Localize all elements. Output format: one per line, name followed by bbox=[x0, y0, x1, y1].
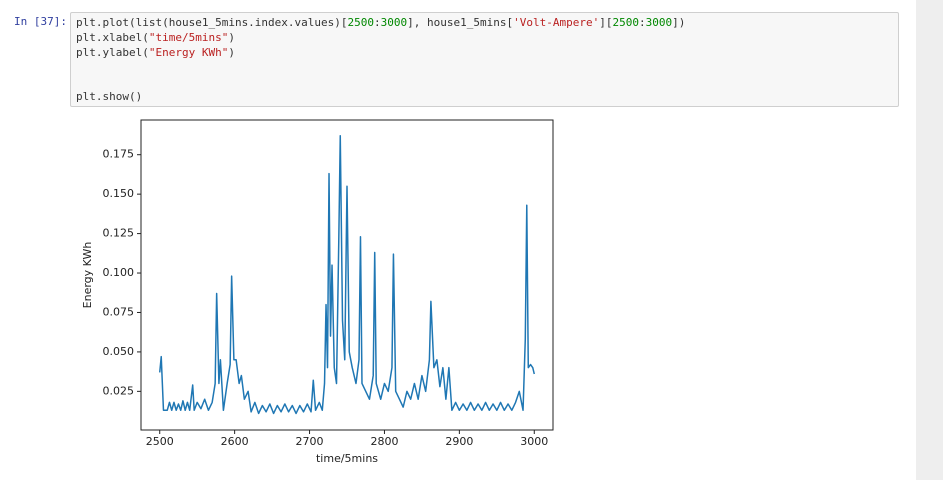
code-line: plt.plot(list(house1_5mins.index.values)… bbox=[76, 16, 685, 29]
data-line bbox=[158, 135, 535, 415]
code-token: plt.xlabel( bbox=[76, 31, 149, 44]
axes-frame bbox=[140, 119, 554, 431]
y-tick-label: 0.025 bbox=[103, 384, 135, 397]
code-token: "time/5mins" bbox=[148, 31, 229, 44]
y-tick-label: 0.175 bbox=[103, 148, 135, 161]
code-token: "Energy KWh" bbox=[148, 46, 229, 59]
input-prompt: In [37]: bbox=[14, 15, 67, 28]
y-tick-label: 0.125 bbox=[103, 227, 135, 240]
code-token: 3000 bbox=[380, 16, 408, 29]
code-token: 2500 bbox=[347, 16, 375, 29]
code-token: ) bbox=[228, 46, 235, 59]
x-tick-label: 2800 bbox=[370, 435, 398, 448]
code-token: ], house1_5mins[ bbox=[407, 16, 514, 29]
code-line: plt.xlabel("time/5mins") bbox=[76, 31, 235, 44]
code-token: plt.plot(list(house1_5mins.index.values)… bbox=[76, 16, 348, 29]
code-token: ]) bbox=[672, 16, 686, 29]
x-axis-label: time/5mins bbox=[316, 452, 378, 465]
x-tick-label: 3000 bbox=[520, 435, 548, 448]
code-token: ) bbox=[228, 31, 235, 44]
x-tick-label: 2600 bbox=[221, 435, 249, 448]
y-axis-label: Energy KWh bbox=[81, 242, 94, 309]
y-tick-label: 0.100 bbox=[103, 266, 135, 279]
scrollbar[interactable] bbox=[916, 0, 943, 480]
x-tick-label: 2700 bbox=[296, 435, 324, 448]
y-tick-label: 0.050 bbox=[103, 345, 135, 358]
x-tick-label: 2900 bbox=[445, 435, 473, 448]
code-line: plt.show() bbox=[76, 90, 142, 103]
y-tick-label: 0.075 bbox=[103, 305, 135, 318]
x-tick-label: 2500 bbox=[146, 435, 174, 448]
code-token: ][ bbox=[599, 16, 613, 29]
code-token: 2500 bbox=[612, 16, 639, 29]
code-token: : bbox=[638, 16, 646, 29]
code-token: plt.ylabel( bbox=[76, 46, 149, 59]
y-tick-label: 0.150 bbox=[103, 187, 135, 200]
code-token: 3000 bbox=[645, 16, 673, 29]
code-token: 'Volt-Ampere' bbox=[513, 16, 600, 29]
code-cell[interactable]: plt.plot(list(house1_5mins.index.values)… bbox=[70, 12, 899, 107]
code-line: plt.ylabel("Energy KWh") bbox=[76, 46, 235, 59]
code-token: plt.show() bbox=[76, 90, 143, 103]
code-token: : bbox=[374, 16, 381, 29]
chart: time/5mins Energy KWh 2500 2600 2700 2800 29… bbox=[81, 119, 554, 465]
